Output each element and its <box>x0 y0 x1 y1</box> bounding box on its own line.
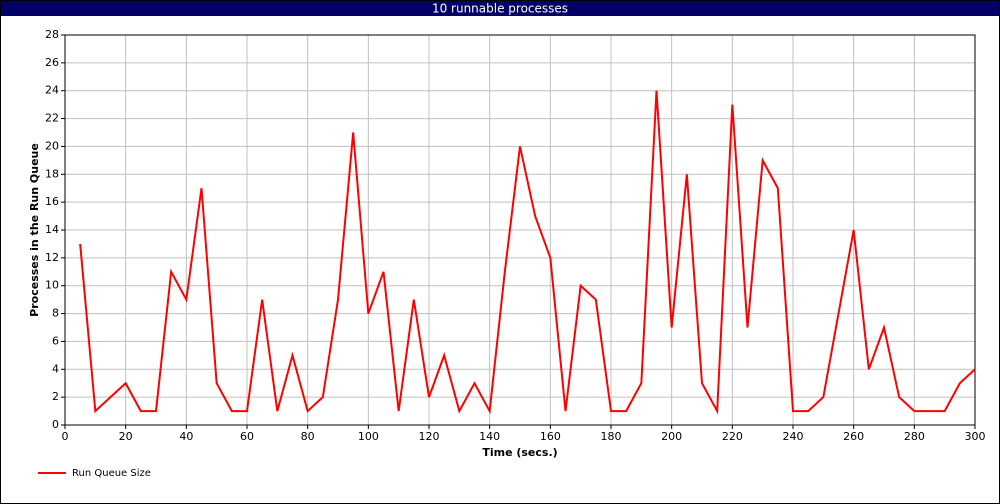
x-tick-label: 80 <box>301 430 315 443</box>
x-tick-label: 120 <box>419 430 440 443</box>
title-bar <box>1 1 999 16</box>
x-axis-label: Time (secs.) <box>482 446 557 459</box>
x-tick-label: 160 <box>540 430 561 443</box>
x-tick-label: 180 <box>601 430 622 443</box>
x-tick-label: 100 <box>358 430 379 443</box>
y-tick-label: 22 <box>45 112 59 125</box>
y-tick-label: 26 <box>45 56 59 69</box>
y-tick-label: 18 <box>45 167 59 180</box>
y-tick-label: 20 <box>45 139 59 152</box>
x-tick-label: 60 <box>240 430 254 443</box>
y-tick-label: 16 <box>45 195 59 208</box>
x-tick-label: 200 <box>661 430 682 443</box>
y-tick-label: 24 <box>45 84 59 97</box>
legend-label: Run Queue Size <box>72 468 151 479</box>
x-tick-label: 260 <box>843 430 864 443</box>
y-tick-label: 8 <box>52 307 59 320</box>
y-tick-label: 28 <box>45 28 59 41</box>
x-tick-label: 40 <box>179 430 193 443</box>
plot-border <box>64 34 976 426</box>
y-tick-label: 2 <box>52 390 59 403</box>
x-tick-label: 280 <box>904 430 925 443</box>
data-line <box>79 90 976 415</box>
x-tick-label: 20 <box>119 430 133 443</box>
y-axis-label: Processes in the Run Queue <box>28 143 41 317</box>
y-tick-label: 4 <box>52 362 59 375</box>
y-tick-label: 10 <box>45 279 59 292</box>
x-tick-label: 0 <box>62 430 69 443</box>
x-tick-label: 220 <box>722 430 743 443</box>
x-tick-label: 300 <box>965 430 986 443</box>
y-tick-label: 12 <box>45 251 59 264</box>
x-tick-label: 240 <box>783 430 804 443</box>
x-tick-label: 140 <box>479 430 500 443</box>
chart-title: 10 runnable processes <box>432 2 568 16</box>
y-tick-label: 14 <box>45 223 59 236</box>
y-tick-label: 6 <box>52 334 59 347</box>
y-tick-label: 0 <box>52 418 59 431</box>
